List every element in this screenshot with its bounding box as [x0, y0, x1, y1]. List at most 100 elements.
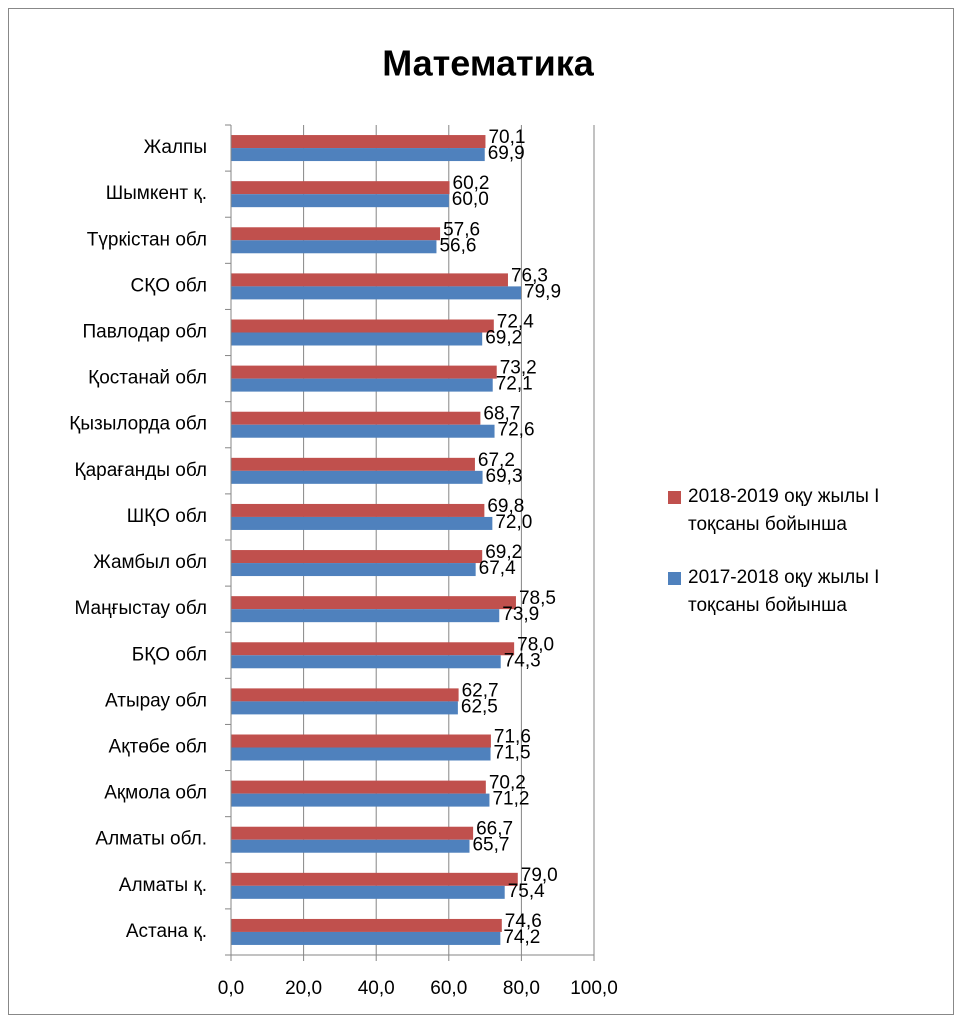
x-tick-label: 100,0 [570, 978, 618, 999]
bar [231, 839, 470, 853]
bar [231, 734, 491, 748]
bar [231, 378, 493, 392]
bar [231, 424, 495, 438]
bar [231, 793, 490, 807]
bar [231, 609, 500, 623]
value-label: 79,0 [521, 865, 558, 886]
legend-swatch [668, 572, 681, 585]
bar [231, 181, 450, 195]
y-tick-label: Қостанай обл [88, 368, 207, 389]
value-label: 72,1 [496, 374, 533, 395]
bar [231, 701, 458, 715]
y-tick-label: Түркістан обл [87, 229, 207, 250]
value-label: 68,7 [483, 404, 520, 425]
legend-label: 2017-2018 оқу жылы І тоқсаны бойынша [688, 567, 880, 616]
value-label: 78,0 [517, 634, 554, 655]
value-label: 69,9 [488, 143, 525, 164]
y-tick-label: Маңғыстау обл [75, 598, 208, 619]
y-tick-label: Павлодар обл [82, 322, 207, 343]
bar [231, 655, 501, 669]
value-label: 69,3 [486, 466, 523, 487]
bar [231, 642, 515, 656]
y-tick-label: Алматы қ. [119, 875, 207, 896]
y-tick-label: Ақмола обл [104, 783, 207, 804]
bar [231, 550, 483, 564]
legend-label: 2018-2019 оқу жылы І тоқсаны бойынша [688, 486, 880, 535]
value-label: 74,6 [505, 911, 542, 932]
x-tick-label: 0,0 [218, 978, 244, 999]
value-label: 60,0 [452, 189, 489, 210]
bar [231, 319, 494, 333]
value-label: 60,2 [453, 173, 490, 194]
value-label: 69,2 [485, 542, 522, 563]
value-label: 66,7 [476, 819, 513, 840]
value-label: 79,9 [524, 281, 561, 302]
x-tick-label: 80,0 [503, 978, 540, 999]
bar [231, 516, 493, 530]
bar [231, 780, 486, 794]
x-tick-label: 40,0 [358, 978, 395, 999]
value-label: 78,5 [519, 588, 556, 609]
bar [231, 457, 475, 471]
bar [231, 148, 485, 162]
value-label: 71,6 [494, 727, 531, 748]
value-label: 73,9 [502, 604, 539, 625]
bar [231, 470, 483, 484]
bar [231, 931, 501, 945]
bar [231, 826, 474, 840]
value-label: 73,2 [500, 358, 537, 379]
x-tick-label: 60,0 [430, 978, 467, 999]
bar [231, 135, 486, 149]
y-tick-label: СҚО обл [130, 275, 207, 296]
y-tick-label: Жалпы [144, 137, 207, 158]
value-label: 67,4 [479, 558, 516, 579]
value-label: 62,7 [462, 680, 499, 701]
y-tick-label: Қызылорда обл [69, 414, 207, 435]
x-tick-label: 20,0 [285, 978, 322, 999]
value-label: 57,6 [443, 219, 480, 240]
bar [231, 332, 483, 346]
value-label: 71,2 [492, 789, 529, 810]
legend-item: 2017-2018 оқу жылы І тоқсаны бойынша [668, 564, 953, 620]
y-tick-label: ШҚО обл [127, 506, 207, 527]
value-label: 72,6 [498, 420, 535, 441]
y-tick-label: Алматы обл. [95, 829, 207, 850]
bar [231, 688, 459, 702]
bar [231, 194, 449, 208]
value-label: 56,6 [439, 235, 476, 256]
value-label: 72,4 [497, 312, 534, 333]
bar [231, 273, 508, 287]
y-tick-label: Шымкент қ. [106, 183, 207, 204]
bar [231, 563, 476, 577]
y-tick-label: Атырау обл [105, 690, 207, 711]
value-label: 70,1 [488, 127, 525, 148]
chart-title: Математика [382, 43, 595, 84]
value-label: 72,0 [495, 512, 532, 533]
bar [231, 885, 505, 899]
value-label: 69,2 [485, 328, 522, 349]
y-tick-label: Қарағанды обл [75, 460, 207, 481]
y-tick-label: Ақтөбе обл [109, 737, 207, 758]
bar [231, 918, 502, 932]
value-label: 74,3 [504, 650, 541, 671]
value-label: 69,8 [487, 496, 524, 517]
value-label: 62,5 [461, 696, 498, 717]
value-label: 71,5 [494, 743, 531, 764]
value-label: 67,2 [478, 450, 515, 471]
bar [231, 240, 437, 254]
bar [231, 286, 522, 300]
value-label: 76,3 [511, 265, 548, 286]
y-tick-label: БҚО обл [132, 644, 207, 665]
value-label: 74,2 [503, 927, 540, 948]
bar [231, 365, 497, 379]
y-tick-label: Жамбыл обл [93, 552, 207, 573]
bar [231, 872, 518, 886]
bar [231, 503, 485, 517]
legend-swatch [668, 491, 681, 504]
bar [231, 411, 481, 425]
value-label: 65,7 [472, 835, 509, 856]
value-label: 75,4 [508, 881, 545, 902]
bar [231, 747, 491, 761]
